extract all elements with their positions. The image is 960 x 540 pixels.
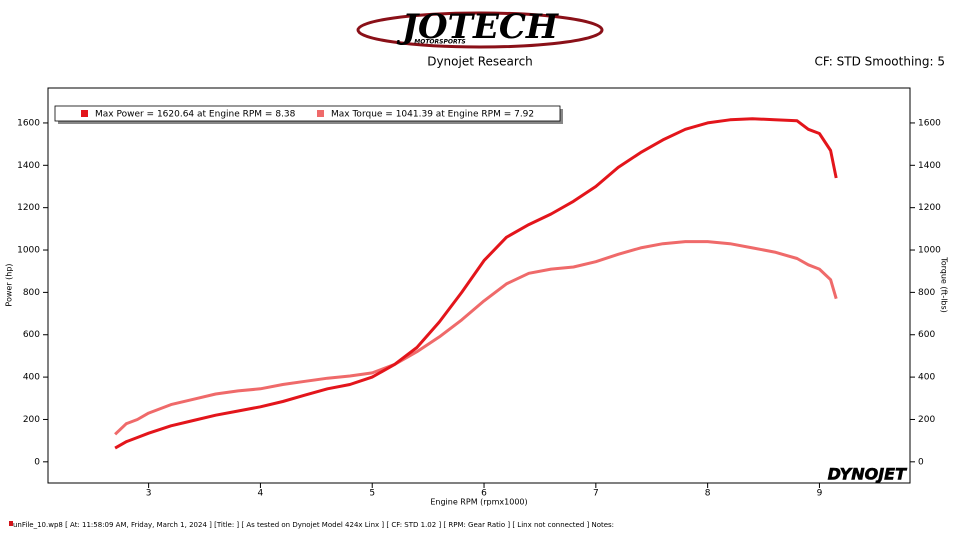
legend-swatch (81, 110, 88, 117)
chart-subtitle: CF: STD Smoothing: 5 (814, 55, 945, 69)
y2-tick-label: 800 (918, 288, 935, 298)
legend-swatch (317, 110, 324, 117)
chart-title: Dynojet Research (427, 55, 533, 69)
x-tick-label: 4 (258, 489, 264, 499)
footer: unFile_10.wp8 [ At: 11:58:09 AM, Friday,… (13, 521, 614, 529)
legend-label: Max Power = 1620.64 at Engine RPM = 8.38 (95, 110, 296, 120)
y-tick-label: 600 (23, 330, 40, 340)
watermark: DYNOJET (828, 465, 908, 484)
y-tick-label: 1000 (17, 246, 40, 256)
y2-tick-label: 1600 (918, 118, 941, 128)
legend-label: Max Torque = 1041.39 at Engine RPM = 7.9… (331, 110, 534, 120)
y2-tick-label: 0 (918, 457, 924, 467)
y2-tick-label: 600 (918, 330, 935, 340)
series-line (114, 117, 838, 450)
y-tick-label: 0 (34, 457, 40, 467)
x-tick-label: 7 (593, 489, 599, 499)
y2-tick-label: 1000 (918, 246, 941, 256)
x-tick-label: 8 (705, 489, 711, 499)
y-axis-label: Power (hp) (5, 263, 14, 306)
x-tick-label: 5 (369, 489, 375, 499)
x-tick-label: 6 (481, 489, 487, 499)
x-tick-label: 9 (817, 489, 823, 499)
y2-axis-label: Torque (ft-lbs) (940, 256, 949, 313)
series-line (114, 240, 838, 436)
y2-tick-label: 1400 (918, 161, 941, 171)
brand-logo: JOTECH (396, 7, 560, 47)
brand-tagline: MOTORSPORTS (414, 39, 465, 46)
legend-box (54, 105, 561, 122)
y-tick-label: 400 (23, 373, 40, 383)
y-tick-label: 1200 (17, 203, 40, 213)
x-tick-label: 3 (146, 489, 152, 499)
logo-swoosh (356, 11, 604, 49)
y2-tick-label: 1200 (918, 203, 941, 213)
y-tick-label: 1600 (17, 118, 40, 128)
y-tick-label: 1400 (17, 161, 40, 171)
y-tick-label: 800 (23, 288, 40, 298)
file-icon (9, 521, 13, 526)
y2-tick-label: 400 (918, 373, 935, 383)
y2-tick-label: 200 (918, 415, 935, 425)
y-tick-label: 200 (23, 415, 40, 425)
plot-frame (47, 87, 911, 484)
x-axis-label: Engine RPM (rpmx1000) (430, 498, 527, 507)
